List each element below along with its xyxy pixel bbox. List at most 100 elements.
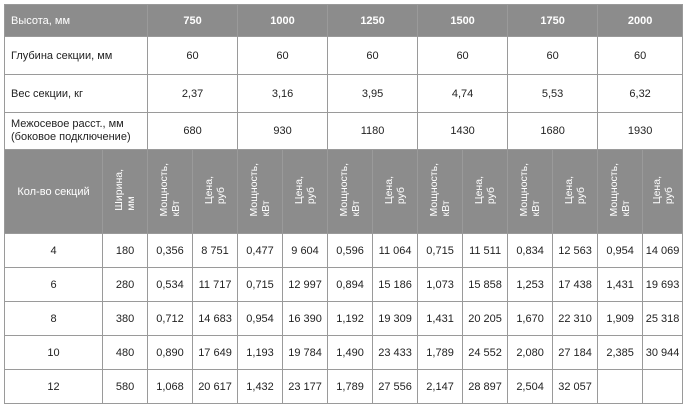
- power-cell: 1,193: [237, 335, 284, 370]
- distance-value: 680: [147, 112, 239, 150]
- power-header: Мощность, кВт: [237, 149, 284, 234]
- price-cell: 32 057: [552, 369, 599, 404]
- price-header: Цена, руб: [192, 149, 239, 234]
- sections-cell: 10: [4, 335, 103, 370]
- price-header: Цена, руб: [372, 149, 419, 234]
- radiator-spec-table: Высота, мм 750 1000 1250 1500 1750 2000 …: [3, 4, 684, 404]
- distance-value: 1930: [597, 112, 684, 150]
- power-cell: 0,834: [507, 233, 554, 268]
- power-cell: 0,954: [597, 233, 644, 268]
- power-cell: 0,715: [417, 233, 464, 268]
- power-cell: 2,504: [507, 369, 554, 404]
- sections-cell: 12: [4, 369, 103, 404]
- price-cell: 27 556: [372, 369, 419, 404]
- price-cell: 8 751: [192, 233, 239, 268]
- price-cell: 14 683: [192, 301, 239, 336]
- weight-label: Вес секции, кг: [3, 74, 149, 113]
- price-cell: 27 184: [552, 335, 599, 370]
- sections-cell: 4: [4, 233, 103, 268]
- price-cell: [642, 369, 684, 404]
- price-cell: 15 186: [372, 267, 419, 302]
- width-cell: 280: [101, 267, 149, 302]
- width-cell: 380: [101, 301, 149, 336]
- power-cell: 1,909: [597, 301, 644, 336]
- price-cell: 22 310: [552, 301, 599, 336]
- price-cell: 20 617: [192, 369, 239, 404]
- power-cell: 1,670: [507, 301, 554, 336]
- table-row: 10 480 0,890 17 649 1,193 19 784 1,490 23 433 1,…: [4, 335, 684, 370]
- sections-cell: 8: [4, 301, 103, 336]
- power-header: Мощность, кВт: [507, 149, 554, 234]
- distance-label-line1: Межосевое расст., мм: [11, 118, 124, 130]
- depth-value: 60: [417, 36, 509, 75]
- price-header: Цена, руб: [552, 149, 599, 234]
- width-cell: 580: [101, 369, 149, 404]
- depth-value: 60: [507, 36, 599, 75]
- depth-row: Глубина секции, мм 60 60 60 60 60 60: [3, 36, 684, 75]
- weight-value: 3,95: [327, 74, 419, 113]
- price-cell: 11 511: [462, 233, 509, 268]
- height-1250: 1250: [327, 4, 419, 37]
- power-cell: 1,253: [507, 267, 554, 302]
- height-header-row: Высота, мм 750 1000 1250 1500 1750 2000: [3, 4, 684, 37]
- weight-value: 3,16: [237, 74, 329, 113]
- power-cell: 0,534: [147, 267, 194, 302]
- power-cell: 1,432: [237, 369, 284, 404]
- height-1750: 1750: [507, 4, 599, 37]
- sections-header: Кол-во секций: [4, 149, 103, 234]
- price-cell: 12 563: [552, 233, 599, 268]
- power-header: Мощность, кВт: [327, 149, 374, 234]
- power-cell: 0,954: [237, 301, 284, 336]
- power-cell: 0,715: [237, 267, 284, 302]
- power-cell: 0,356: [147, 233, 194, 268]
- power-cell: 1,431: [417, 301, 464, 336]
- power-cell: 1,192: [327, 301, 374, 336]
- price-cell: 11 717: [192, 267, 239, 302]
- price-cell: 23 433: [372, 335, 419, 370]
- distance-value: 930: [237, 112, 329, 150]
- power-cell: 0,890: [147, 335, 194, 370]
- power-header: Мощность, кВт: [597, 149, 644, 234]
- power-header: Мощность, кВт: [147, 149, 194, 234]
- weight-row: Вес секции, кг 2,37 3,16 3,95 4,74 5,53 …: [3, 74, 684, 113]
- price-cell: 19 693: [642, 267, 684, 302]
- table-row: 6 280 0,534 11 717 0,715 12 997 0,894 15 186 1,0…: [4, 267, 684, 302]
- power-cell: 1,789: [327, 369, 374, 404]
- price-cell: 17 649: [192, 335, 239, 370]
- price-header: Цена, руб: [282, 149, 329, 234]
- distance-row: Межосевое расст., мм (боковое подключени…: [3, 112, 684, 150]
- distance-value: 1430: [417, 112, 509, 150]
- price-cell: 14 069: [642, 233, 684, 268]
- weight-value: 6,32: [597, 74, 684, 113]
- subheader-row: Кол-во секций Ширина, мм Мощность, кВт Цен…: [4, 149, 684, 234]
- price-header: Цена, руб: [462, 149, 509, 234]
- power-cell: 2,385: [597, 335, 644, 370]
- power-cell: [597, 369, 644, 404]
- depth-value: 60: [237, 36, 329, 75]
- power-cell: 0,894: [327, 267, 374, 302]
- distance-label: Межосевое расст., мм (боковое подключени…: [3, 112, 149, 150]
- height-2000: 2000: [597, 4, 684, 37]
- price-cell: 19 784: [282, 335, 329, 370]
- price-cell: 12 997: [282, 267, 329, 302]
- power-cell: 0,477: [237, 233, 284, 268]
- height-1500: 1500: [417, 4, 509, 37]
- depth-label: Глубина секции, мм: [3, 36, 149, 75]
- depth-value: 60: [327, 36, 419, 75]
- price-header: Цена, руб: [642, 149, 684, 234]
- depth-value: 60: [597, 36, 684, 75]
- weight-value: 5,53: [507, 74, 599, 113]
- price-cell: 16 390: [282, 301, 329, 336]
- price-cell: 23 177: [282, 369, 329, 404]
- width-header: Ширина, мм: [101, 149, 149, 234]
- price-cell: 9 604: [282, 233, 329, 268]
- power-cell: 2,080: [507, 335, 554, 370]
- power-cell: 1,431: [597, 267, 644, 302]
- height-label: Высота, мм: [3, 4, 149, 37]
- depth-value: 60: [147, 36, 239, 75]
- power-cell: 1,490: [327, 335, 374, 370]
- height-1000: 1000: [237, 4, 329, 37]
- price-cell: 24 552: [462, 335, 509, 370]
- power-cell: 0,712: [147, 301, 194, 336]
- distance-label-line2: (боковое подключение): [11, 131, 131, 143]
